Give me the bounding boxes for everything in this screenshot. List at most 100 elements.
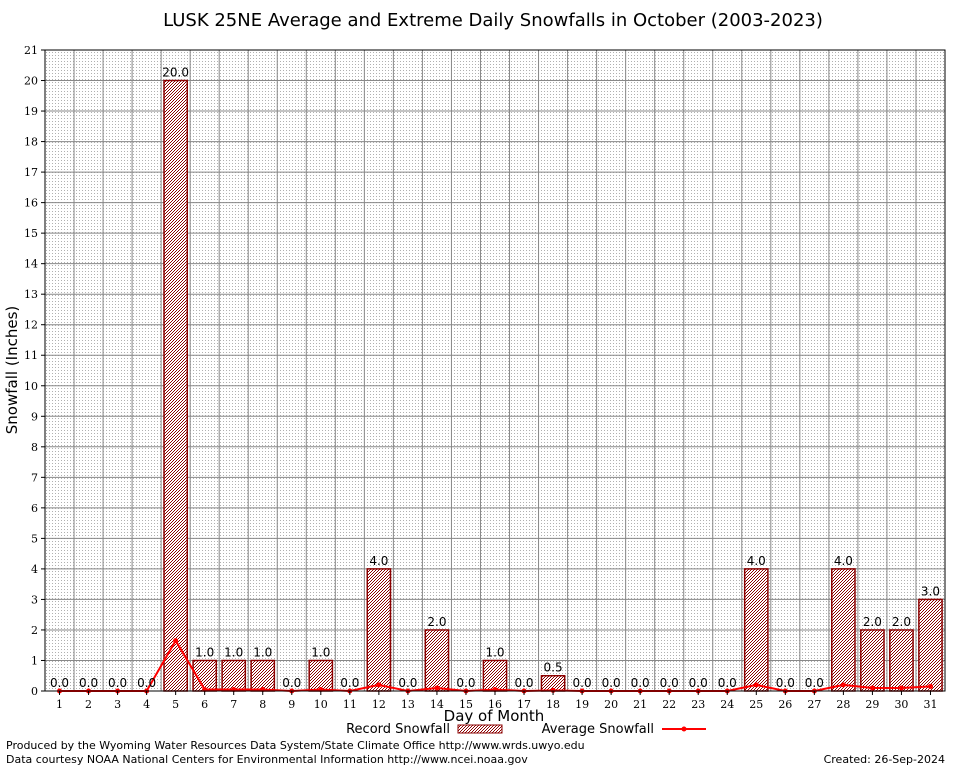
bar-data-label: 0.0 bbox=[805, 676, 824, 690]
x-tick-label: 10 bbox=[314, 698, 328, 711]
record-bar bbox=[918, 598, 943, 692]
x-tick-label: 21 bbox=[633, 698, 647, 711]
average-point bbox=[173, 638, 179, 644]
bar-data-label: 0.0 bbox=[282, 676, 301, 690]
y-tick-label: 1 bbox=[31, 654, 38, 667]
x-tick-label: 22 bbox=[662, 698, 676, 711]
bar-data-label: 0.0 bbox=[514, 676, 533, 690]
record-bar bbox=[163, 79, 189, 692]
record-bars bbox=[163, 79, 943, 692]
y-tick-label: 14 bbox=[24, 258, 38, 271]
y-tick-label: 16 bbox=[24, 197, 38, 210]
legend: Record Snowfall Average Snowfall bbox=[346, 722, 706, 737]
chart-title: LUSK 25NE Average and Extreme Daily Snow… bbox=[163, 10, 823, 31]
producer-credit: Produced by the Wyoming Water Resources … bbox=[6, 739, 585, 752]
x-tick-label: 6 bbox=[201, 698, 208, 711]
record-bar bbox=[424, 629, 450, 692]
created-date: Created: 26-Sep-2024 bbox=[823, 753, 945, 766]
x-tick-label: 24 bbox=[720, 698, 734, 711]
record-bar bbox=[743, 568, 769, 692]
y-tick-label: 7 bbox=[31, 471, 38, 484]
y-tick-label: 5 bbox=[31, 532, 38, 545]
record-bar bbox=[482, 659, 508, 692]
bar-data-label: 0.5 bbox=[544, 661, 563, 675]
x-tick-label: 1 bbox=[56, 698, 63, 711]
y-tick-label: 9 bbox=[31, 410, 38, 423]
bar-data-label: 1.0 bbox=[485, 645, 504, 659]
record-bar bbox=[221, 659, 247, 692]
bar-data-label: 0.0 bbox=[602, 676, 621, 690]
record-bar bbox=[308, 659, 334, 692]
bar-data-label: 2.0 bbox=[892, 615, 911, 629]
x-tick-label: 20 bbox=[604, 698, 618, 711]
average-point bbox=[376, 682, 382, 688]
y-tick-label: 21 bbox=[24, 44, 38, 57]
y-tick-label: 4 bbox=[31, 563, 38, 576]
y-tick-label: 19 bbox=[24, 105, 38, 118]
x-tick-label: 2 bbox=[85, 698, 92, 711]
y-tick-label: 17 bbox=[24, 166, 38, 179]
plot-area bbox=[45, 50, 945, 691]
x-tick-label: 19 bbox=[575, 698, 589, 711]
y-axis-label: Snowfall (Inches) bbox=[3, 306, 21, 434]
x-tick-label: 12 bbox=[372, 698, 386, 711]
y-tick-label: 2 bbox=[31, 624, 38, 637]
x-tick-label: 27 bbox=[807, 698, 821, 711]
legend-average-marker bbox=[681, 726, 687, 732]
bar-data-label: 0.0 bbox=[456, 676, 475, 690]
y-tick-label: 11 bbox=[24, 349, 38, 362]
x-tick-label: 14 bbox=[430, 698, 444, 711]
bar-data-label: 1.0 bbox=[253, 645, 272, 659]
x-tick-label: 30 bbox=[894, 698, 908, 711]
x-tick-label: 11 bbox=[343, 698, 357, 711]
y-tick-label: 6 bbox=[31, 502, 38, 515]
x-tick-label: 17 bbox=[517, 698, 531, 711]
y-tick-label: 8 bbox=[31, 441, 38, 454]
legend-record-swatch bbox=[457, 724, 503, 734]
bar-data-label: 1.0 bbox=[311, 645, 330, 659]
bar-data-label: 4.0 bbox=[747, 554, 766, 568]
bar-data-label: 0.0 bbox=[631, 676, 650, 690]
y-tick-label: 10 bbox=[24, 380, 38, 393]
average-point bbox=[434, 685, 440, 691]
x-tick-label: 13 bbox=[401, 698, 415, 711]
x-tick-label: 26 bbox=[778, 698, 792, 711]
y-tick-label: 18 bbox=[24, 136, 38, 149]
x-tick-label: 15 bbox=[459, 698, 473, 711]
record-bar bbox=[250, 659, 276, 692]
bar-data-label: 4.0 bbox=[369, 554, 388, 568]
y-tick-label: 12 bbox=[24, 319, 38, 332]
y-tick-label: 3 bbox=[31, 593, 38, 606]
average-point bbox=[840, 682, 846, 688]
average-point bbox=[927, 683, 933, 689]
data-courtesy: Data courtesy NOAA National Centers for … bbox=[6, 753, 528, 766]
bar-data-label: 0.0 bbox=[137, 676, 156, 690]
average-point bbox=[869, 685, 875, 691]
bar-data-label: 0.0 bbox=[108, 676, 127, 690]
x-tick-label: 29 bbox=[865, 698, 879, 711]
y-tick-label: 15 bbox=[24, 227, 38, 240]
y-tick-label: 20 bbox=[24, 75, 38, 88]
x-tick-label: 7 bbox=[230, 698, 237, 711]
bar-data-label: 0.0 bbox=[718, 676, 737, 690]
bar-data-label: 0.0 bbox=[689, 676, 708, 690]
x-tick-label: 23 bbox=[691, 698, 705, 711]
bar-data-label: 0.0 bbox=[398, 676, 417, 690]
bar-data-label: 0.0 bbox=[79, 676, 98, 690]
x-tick-label: 16 bbox=[488, 698, 502, 711]
bar-data-label: 0.0 bbox=[660, 676, 679, 690]
x-tick-label: 28 bbox=[836, 698, 850, 711]
bar-data-label: 1.0 bbox=[224, 645, 243, 659]
record-bar bbox=[860, 629, 885, 692]
bar-data-label: 1.0 bbox=[195, 645, 214, 659]
average-point bbox=[898, 685, 904, 691]
x-tick-label: 5 bbox=[172, 698, 179, 711]
y-tick-label: 0 bbox=[31, 685, 38, 698]
x-tick-label: 8 bbox=[259, 698, 266, 711]
bar-data-label: 3.0 bbox=[921, 584, 940, 598]
average-point bbox=[753, 682, 759, 688]
gridlines bbox=[45, 50, 945, 691]
record-bar bbox=[366, 568, 392, 692]
legend-average-label: Average Snowfall bbox=[542, 722, 654, 737]
